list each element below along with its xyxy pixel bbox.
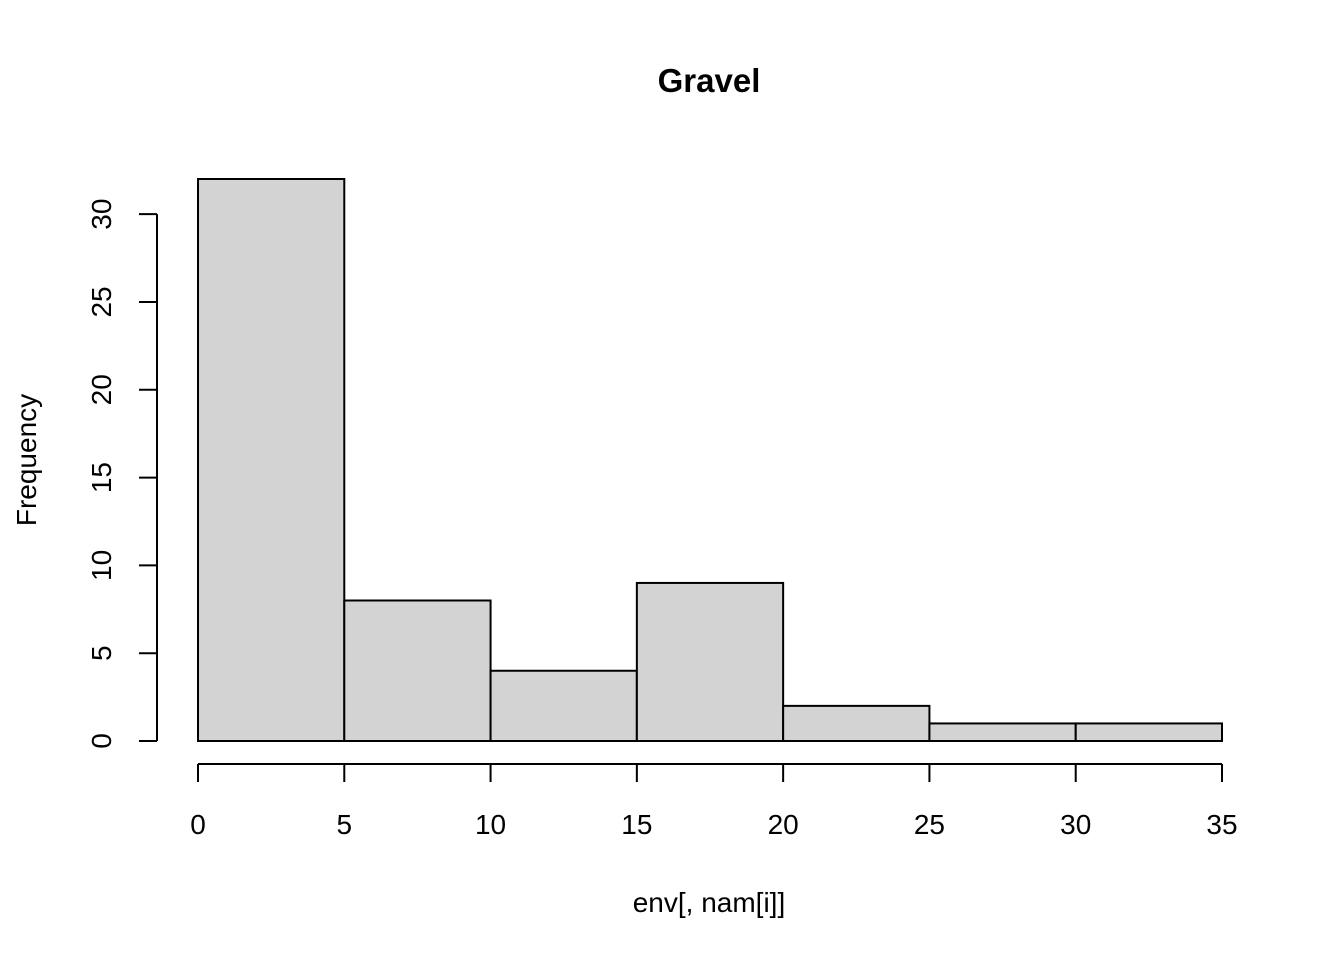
x-tick-label: 15	[621, 809, 652, 840]
histogram-bar	[782, 704, 931, 742]
y-tick-label: 5	[86, 645, 117, 661]
y-tick-label: 15	[86, 462, 117, 493]
y-axis-label: Frequency	[11, 394, 42, 526]
bars-group	[197, 178, 1223, 742]
chart-title: Gravel	[658, 62, 761, 99]
histogram-bar	[489, 669, 638, 742]
y-tick-label: 25	[86, 286, 117, 317]
x-tick-label: 5	[336, 809, 352, 840]
x-axis: 0 5 10 15 20 25 30 35	[190, 763, 1238, 840]
histogram-bar	[343, 599, 492, 742]
histogram-bar	[635, 581, 785, 742]
x-tick-label: 20	[768, 809, 799, 840]
y-tick-label: 0	[86, 733, 117, 749]
x-tick-label: 0	[190, 809, 206, 840]
histogram-bar	[928, 722, 1077, 742]
y-tick-label: 20	[86, 374, 117, 405]
y-axis: 0 5 10 15 20 25 30	[86, 199, 158, 749]
x-tick-label: 10	[475, 809, 506, 840]
y-tick-label: 10	[86, 550, 117, 581]
x-tick-label: 25	[914, 809, 945, 840]
histogram-bar	[1074, 722, 1223, 742]
x-tick-label: 35	[1206, 809, 1237, 840]
x-axis-label: env[, nam[i]]	[633, 887, 786, 918]
x-tick-label: 30	[1060, 809, 1091, 840]
histogram-bar	[197, 178, 346, 742]
y-tick-label: 30	[86, 199, 117, 230]
